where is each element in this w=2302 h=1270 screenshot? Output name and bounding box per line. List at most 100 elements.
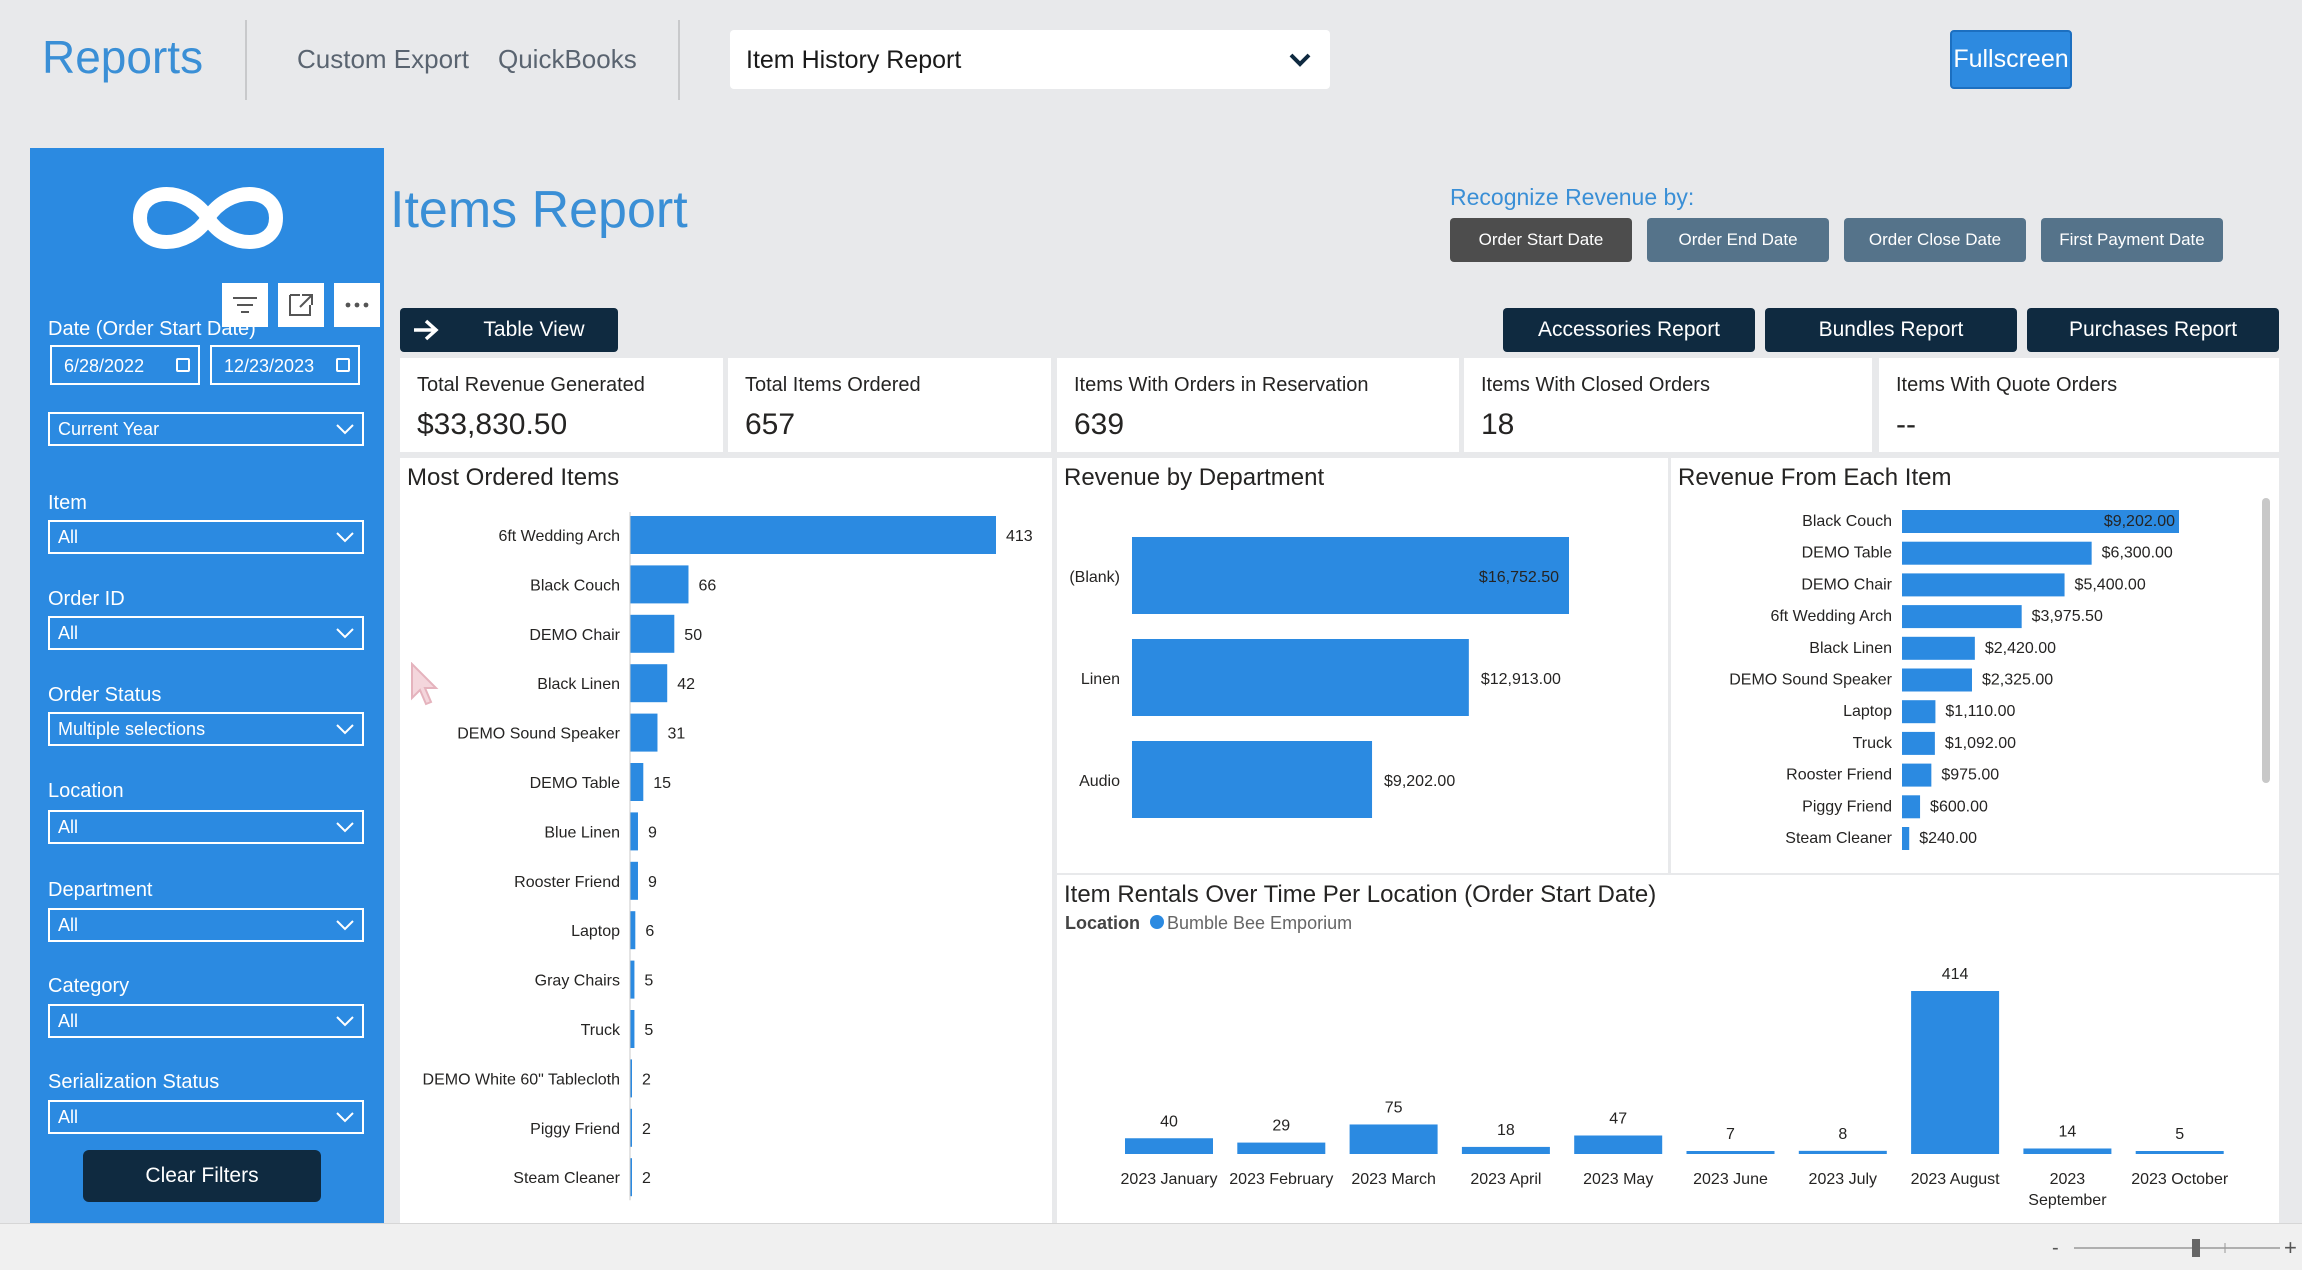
bar [1902, 605, 2022, 629]
bundles-report-button[interactable]: Bundles Report [1765, 308, 2017, 352]
kpi-value: $33,830.50 [417, 408, 568, 441]
recognize-order-end-date-button[interactable]: Order End Date [1647, 218, 1829, 262]
filter-visual-button[interactable] [222, 283, 268, 327]
date-end-value: 12/23/2023 [224, 356, 315, 376]
order-status-select[interactable]: Multiple selections [48, 712, 364, 746]
nav-link-custom-export[interactable]: Custom Export [297, 44, 469, 74]
brand-title[interactable]: Reports [42, 31, 204, 83]
chart-title: Item Rentals Over Time Per Location (Ord… [1064, 881, 1657, 908]
category-select[interactable]: All [48, 1004, 364, 1038]
bar [1132, 537, 1569, 614]
recognize-order-close-date-button[interactable]: Order Close Date [1844, 218, 2026, 262]
bar [630, 713, 658, 752]
recognize-first-payment-date-button[interactable]: First Payment Date [2041, 218, 2223, 262]
bar [1125, 1138, 1213, 1154]
revenue-by-department-panel: Revenue by Department (Blank) $16,752.50 L… [1057, 458, 1668, 873]
zoom-in-icon: + [2284, 1238, 2297, 1258]
more-options-button[interactable] [334, 283, 380, 327]
department-select-value: All [58, 915, 79, 935]
data-label: $9,202.00 [1384, 773, 1455, 790]
bar [1237, 1142, 1326, 1154]
data-label: $6,300.00 [2102, 545, 2173, 562]
date-range-select[interactable]: Current Year [48, 412, 364, 446]
bar [2135, 1151, 2224, 1154]
mouse-cursor-icon [411, 662, 439, 706]
item-select[interactable]: All [48, 520, 364, 554]
fullscreen-button[interactable]: Fullscreen [1950, 30, 2072, 89]
data-label: 5 [644, 973, 653, 990]
category-label: DEMO Sound Speaker [457, 726, 620, 743]
location-select[interactable]: All [48, 810, 364, 844]
date-start-input[interactable]: 6/28/2022 [50, 345, 200, 385]
table-view-button[interactable]: Table View [400, 308, 618, 352]
chevron-down-icon [336, 628, 354, 639]
data-label: 7 [1726, 1126, 1735, 1143]
data-label: $240.00 [1919, 830, 1977, 847]
bar [1902, 573, 2065, 597]
data-label: 6 [645, 923, 654, 940]
bar [1902, 668, 1972, 692]
data-label: 29 [1272, 1118, 1290, 1135]
nav-divider [678, 20, 680, 100]
category-label: 6ft Wedding Arch [1770, 608, 1892, 625]
arrow-right-icon [414, 319, 439, 341]
clear-filters-button[interactable]: Clear Filters [83, 1150, 321, 1202]
bar [1902, 827, 1910, 850]
category-label: 2023 [2050, 1171, 2086, 1188]
chart-title: Revenue From Each Item [1678, 464, 1952, 491]
category-label: Steam Cleaner [1785, 830, 1892, 847]
date-end-input[interactable]: 12/23/2023 [210, 345, 360, 385]
category-label: DEMO Table [530, 775, 621, 792]
data-label: 18 [1497, 1122, 1515, 1139]
category-label: Steam Cleaner [513, 1170, 620, 1187]
serialization-select[interactable]: All [48, 1100, 364, 1134]
kpi-items-in-reservation: Items With Orders in Reservation 639 [1057, 358, 1459, 452]
nav-divider [245, 20, 247, 100]
page-title: Items Report [390, 181, 688, 239]
chevron-down-icon [336, 822, 354, 833]
item-rentals-over-time-panel: Item Rentals Over Time Per Location (Ord… [1057, 875, 2279, 1223]
expand-icon [289, 294, 313, 316]
kpi-label: Total Revenue Generated [417, 374, 645, 396]
date-filter-label: Date (Order Start Date) [48, 318, 256, 340]
chart-scrollbar[interactable] [2262, 498, 2270, 783]
chevron-down-icon [336, 724, 354, 735]
bar [1349, 1124, 1438, 1154]
data-label: $1,092.00 [1945, 735, 2016, 752]
bar [1902, 731, 1935, 755]
bar [630, 812, 638, 851]
chevron-down-icon [336, 1016, 354, 1027]
order-id-select[interactable]: All [48, 616, 364, 650]
data-label: 31 [667, 726, 685, 743]
category-label: Truck [1853, 735, 1893, 752]
data-label: 40 [1160, 1113, 1178, 1130]
data-label: 42 [677, 676, 695, 693]
chevron-down-icon [336, 1112, 354, 1123]
category-label: 2023 February [1229, 1171, 1333, 1188]
accessories-report-button[interactable]: Accessories Report [1503, 308, 1755, 352]
bar [2023, 1148, 2112, 1154]
category-label: (Blank) [1069, 569, 1120, 586]
department-select[interactable]: All [48, 908, 364, 942]
kpi-label: Items With Orders in Reservation [1074, 374, 1369, 396]
category-label: Truck [581, 1022, 621, 1039]
report-select[interactable]: Item History Report [730, 30, 1330, 89]
revenue-each-item-chart: Black Couch $9,202.00 DEMO Table $6,300.00 D… [1729, 510, 2179, 850]
category-label: Audio [1079, 773, 1120, 790]
legend-entry[interactable]: Bumble Bee Emporium [1167, 913, 1353, 933]
data-label: 2 [642, 1170, 651, 1187]
order-status-select-value: Multiple selections [58, 719, 206, 739]
most-ordered-items-chart: 6ft Wedding Arch 413 Black Couch 66 DEMO Cha… [423, 512, 1033, 1201]
data-label: 50 [684, 627, 702, 644]
data-label: $1,110.00 [1945, 703, 2015, 720]
recognize-order-start-date-button[interactable]: Order Start Date [1450, 218, 1632, 262]
data-label: 66 [698, 577, 716, 594]
purchases-report-button[interactable]: Purchases Report [2027, 308, 2279, 352]
data-label: $2,325.00 [1982, 672, 2053, 689]
nav-link-quickbooks[interactable]: QuickBooks [498, 44, 637, 74]
category-select-value: All [58, 1011, 79, 1031]
focus-mode-button[interactable] [278, 283, 324, 327]
bar [630, 861, 638, 900]
zoom-slider[interactable]: - + [2052, 1238, 2302, 1258]
data-label: $3,975.50 [2032, 608, 2103, 625]
